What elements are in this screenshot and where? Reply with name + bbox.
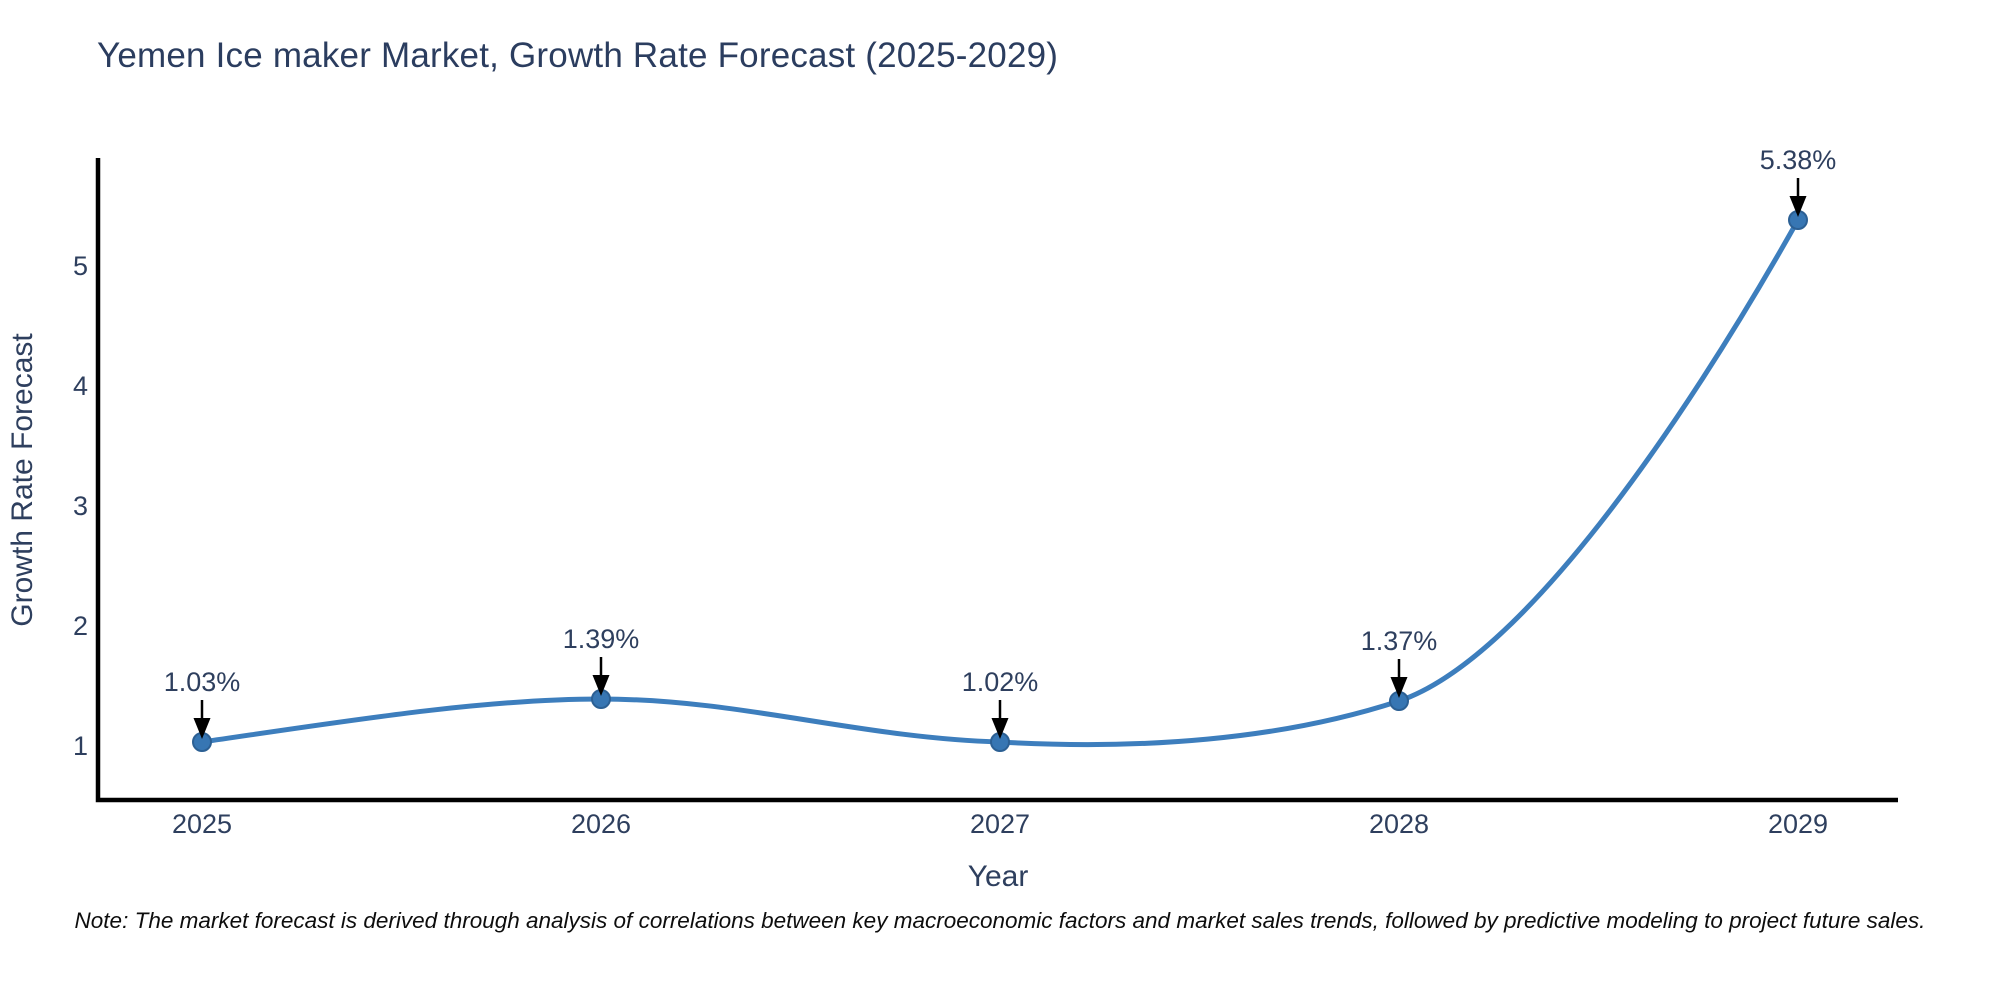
annotation-label-2028: 1.37% [1361, 626, 1438, 656]
footnote: Note: The market forecast is derived thr… [74, 908, 1926, 933]
annotation-arrowhead-2025 [193, 718, 211, 739]
axis-spines [95, 158, 1898, 803]
y-tick-label-4: 4 [73, 371, 88, 401]
annotation-arrowhead-2029 [1789, 196, 1807, 217]
annotation-label-2025: 1.03% [164, 667, 241, 697]
y-axis-title: Growth Rate Forecast [6, 333, 39, 627]
x-axis-title: Year [968, 860, 1029, 893]
y-axis-ticks: 5 4 3 2 1 [73, 251, 88, 761]
annotation-2028: 1.37% [1361, 626, 1438, 698]
y-tick-label-3: 3 [73, 491, 88, 521]
x-tick-label-2027: 2027 [970, 809, 1030, 839]
annotation-2027: 1.02% [962, 667, 1039, 739]
x-tick-label-2029: 2029 [1768, 809, 1828, 839]
y-tick-label-5: 5 [73, 251, 88, 281]
annotation-label-2027: 1.02% [962, 667, 1039, 697]
annotation-2029: 5.38% [1760, 145, 1837, 217]
annotation-arrowhead-2028 [1390, 677, 1408, 698]
annotation-2025: 1.03% [164, 667, 241, 739]
annotation-arrowhead-2026 [592, 675, 610, 696]
y-tick-label-1: 1 [73, 731, 88, 761]
y-tick-label-2: 2 [73, 611, 88, 641]
x-tick-label-2028: 2028 [1369, 809, 1429, 839]
annotation-label-2026: 1.39% [563, 624, 640, 654]
annotation-arrowhead-2027 [991, 718, 1009, 739]
x-tick-label-2026: 2026 [571, 809, 631, 839]
annotation-label-2029: 5.38% [1760, 145, 1837, 175]
x-axis-ticks: 2025 2026 2027 2028 2029 [172, 809, 1828, 839]
annotation-2026: 1.39% [563, 624, 640, 696]
x-tick-label-2025: 2025 [172, 809, 232, 839]
forecast-line [199, 217, 1801, 748]
chart-title: Yemen Ice maker Market, Growth Rate Fore… [97, 36, 1059, 75]
